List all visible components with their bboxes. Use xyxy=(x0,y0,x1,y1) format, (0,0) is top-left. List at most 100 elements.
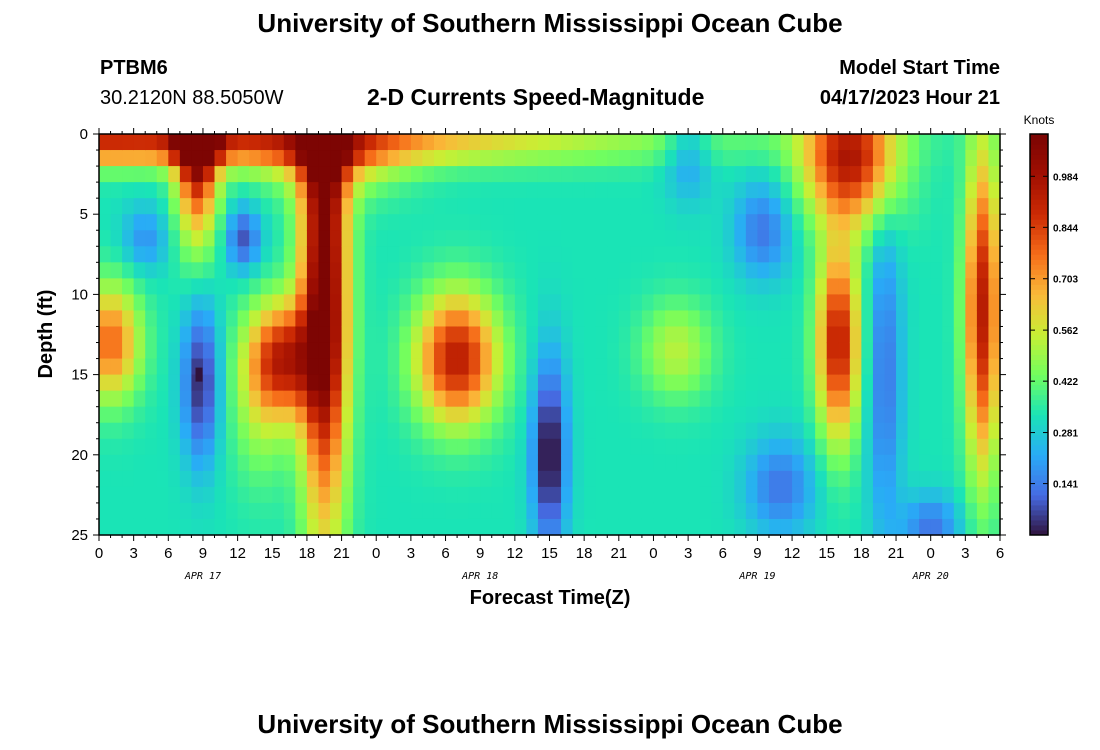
heatmap-cell xyxy=(768,134,782,151)
heatmap-cell xyxy=(699,230,712,247)
heatmap-cell xyxy=(168,134,181,151)
heatmap-cell xyxy=(295,182,308,199)
heatmap-cell xyxy=(133,438,146,456)
heatmap-cell xyxy=(618,390,631,408)
heatmap-cell xyxy=(237,166,250,183)
heatmap-cell xyxy=(976,134,990,151)
station-id: PTBM6 xyxy=(100,57,168,79)
heatmap-cell xyxy=(422,438,435,456)
heatmap-cell xyxy=(561,406,574,424)
heatmap-cell xyxy=(838,198,851,215)
heatmap-cell xyxy=(468,214,481,231)
heatmap-cell xyxy=(595,134,608,151)
heatmap-cell xyxy=(618,326,631,344)
heatmap-cell xyxy=(168,150,181,167)
heatmap-cell xyxy=(815,166,828,183)
heatmap-cell xyxy=(226,150,239,167)
heatmap-cell xyxy=(884,246,897,263)
heatmap-cell xyxy=(561,294,574,312)
heatmap-cell xyxy=(676,454,689,472)
heatmap-cell xyxy=(572,422,585,440)
x-tick-label: 3 xyxy=(129,545,137,562)
heatmap-cell xyxy=(353,438,366,456)
heatmap-cell xyxy=(410,294,424,312)
heatmap-cell xyxy=(768,422,782,440)
colorbar-segment xyxy=(1030,514,1048,521)
heatmap-cell xyxy=(433,230,447,247)
heatmap-cell xyxy=(145,278,158,295)
heatmap-cell xyxy=(526,486,539,504)
heatmap-cell xyxy=(549,278,562,295)
x-tick-label: 21 xyxy=(610,545,627,562)
heatmap-cell xyxy=(641,166,655,183)
heatmap-cell xyxy=(295,422,308,440)
heatmap-cell xyxy=(849,198,862,215)
heatmap-cell xyxy=(353,262,366,279)
heatmap-cell xyxy=(526,374,539,392)
heatmap-cell xyxy=(272,374,285,392)
heatmap-cell xyxy=(722,358,735,376)
heatmap-cell xyxy=(99,278,112,295)
heatmap-cell xyxy=(226,374,239,392)
heatmap-cell xyxy=(676,326,689,344)
heatmap-cell xyxy=(676,422,689,440)
heatmap-cell xyxy=(249,358,262,376)
heatmap-cell xyxy=(260,486,273,504)
heatmap-cell xyxy=(976,454,990,472)
colorbar-segment xyxy=(1030,289,1048,295)
heatmap-cell xyxy=(318,342,331,360)
heatmap-cell xyxy=(988,166,1001,183)
heatmap-cell xyxy=(665,326,678,344)
heatmap-cell xyxy=(537,278,551,295)
heatmap-cell xyxy=(376,310,389,328)
heatmap-cell xyxy=(803,182,816,199)
heatmap-cell xyxy=(976,470,990,488)
colorbar-segment xyxy=(1030,139,1048,145)
heatmap-cell xyxy=(676,470,689,488)
heatmap-cell xyxy=(226,422,239,440)
y-tick-label: 20 xyxy=(71,447,88,464)
heatmap-cell xyxy=(653,438,666,456)
heatmap-cell xyxy=(907,214,920,231)
heatmap-cell xyxy=(976,390,990,408)
heatmap-cell xyxy=(226,262,239,279)
heatmap-cell xyxy=(653,166,666,183)
heatmap-cell xyxy=(641,326,655,344)
heatmap-cell xyxy=(630,294,643,312)
heatmap-cell xyxy=(445,390,458,408)
heatmap-cell xyxy=(318,134,331,151)
heatmap-cell xyxy=(179,134,193,151)
heatmap-cell xyxy=(156,358,169,376)
heatmap-cell xyxy=(896,358,909,376)
heatmap-cell xyxy=(653,326,666,344)
heatmap-cell xyxy=(514,326,527,344)
x-tick-label: 3 xyxy=(684,545,692,562)
heatmap-cell xyxy=(341,262,354,279)
heatmap-cell xyxy=(803,406,816,424)
heatmap-cell xyxy=(584,406,597,424)
heatmap-cell xyxy=(503,342,516,360)
heatmap-cell xyxy=(168,470,181,488)
heatmap-cell xyxy=(237,246,250,263)
heatmap-cell xyxy=(399,406,412,424)
heatmap-cell xyxy=(480,182,493,199)
heatmap-cell xyxy=(110,502,123,520)
heatmap-cells xyxy=(99,134,1001,536)
heatmap-cell xyxy=(792,406,805,424)
heatmap-cell xyxy=(364,518,377,536)
heatmap-cell xyxy=(815,518,828,536)
heatmap-cell xyxy=(457,166,470,183)
heatmap-cell xyxy=(584,374,597,392)
heatmap-cell xyxy=(145,134,158,151)
heatmap-cell xyxy=(387,438,400,456)
heatmap-cell xyxy=(110,150,123,167)
heatmap-cell xyxy=(353,326,366,344)
heatmap-cell xyxy=(872,438,886,456)
heatmap-cell xyxy=(584,230,597,247)
x-tick-label: 6 xyxy=(996,545,1004,562)
heatmap-cell xyxy=(572,310,585,328)
heatmap-cell xyxy=(110,214,123,231)
heatmap-cell xyxy=(306,390,320,408)
heatmap-cell xyxy=(156,502,169,520)
colorbar-segment xyxy=(1030,214,1048,220)
